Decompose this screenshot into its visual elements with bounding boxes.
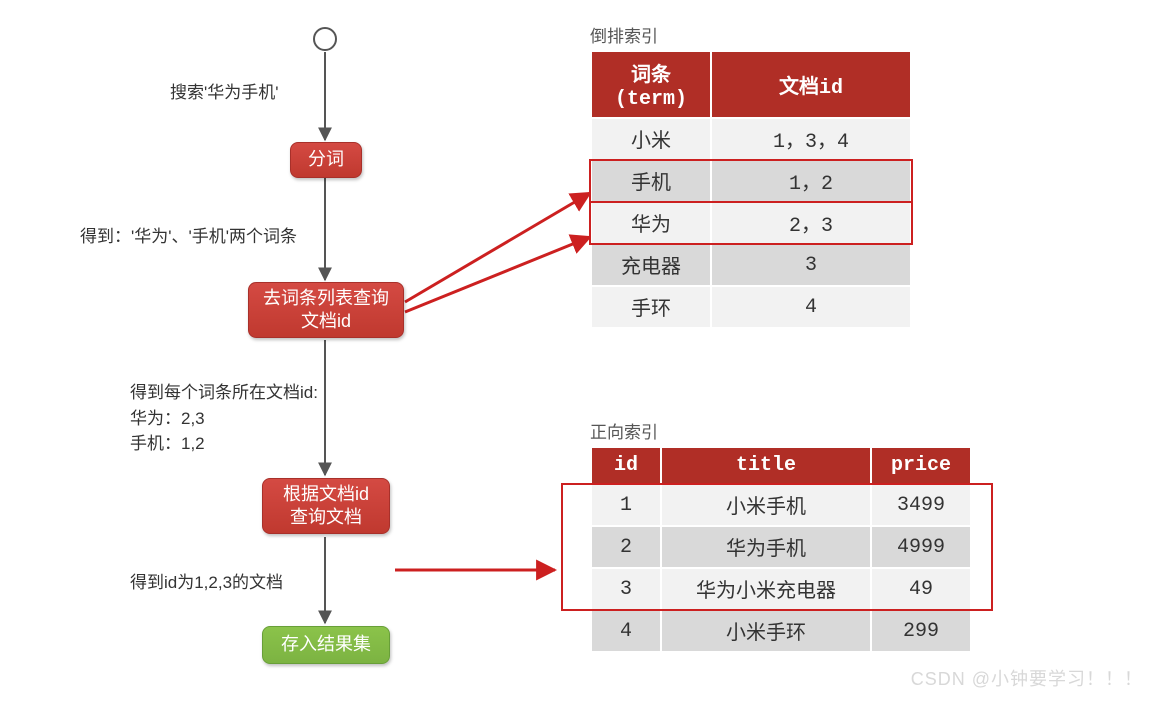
table-cell: 3: [711, 244, 911, 286]
fwd-h2: price: [871, 447, 971, 484]
table-cell: 4: [591, 610, 661, 652]
table-cell: 3: [591, 568, 661, 610]
table-cell: 4: [711, 286, 911, 328]
box-lookup-doc-label: 根据文档id 查询文档: [283, 483, 369, 530]
forward-title: 正向索引: [590, 418, 658, 443]
table-row: 手环4: [591, 286, 911, 328]
table-row: 华为2，3: [591, 202, 911, 244]
inv-h1: 文档id: [711, 51, 911, 118]
inverted-table: 词条 (term) 文档id 小米1，3，4手机1，2华为2，3充电器3手环4: [590, 50, 912, 329]
box-tokenize-label: 分词: [308, 148, 344, 171]
table-cell: 华为小米充电器: [661, 568, 871, 610]
box-lookup-doc: 根据文档id 查询文档: [262, 478, 390, 534]
box-store-result-label: 存入结果集: [281, 633, 371, 656]
box-tokenize: 分词: [290, 142, 362, 178]
table-cell: 4999: [871, 526, 971, 568]
inverted-title: 倒排索引: [590, 22, 658, 47]
inv-h0: 词条 (term): [591, 51, 711, 118]
label-search: 搜索'华为手机': [170, 80, 279, 106]
label-result-docs: 得到id为1,2,3的文档: [130, 570, 283, 596]
table-cell: 49: [871, 568, 971, 610]
table-cell: 1: [591, 484, 661, 526]
table-cell: 2: [591, 526, 661, 568]
table-cell: 手机: [591, 160, 711, 202]
table-cell: 华为: [591, 202, 711, 244]
table-cell: 手环: [591, 286, 711, 328]
box-lookup-term-label: 去词条列表查询 文档id: [263, 287, 389, 334]
box-lookup-term: 去词条列表查询 文档id: [248, 282, 404, 338]
fwd-h0: id: [591, 447, 661, 484]
table-row: 4小米手环299: [591, 610, 971, 652]
table-cell: 小米手机: [661, 484, 871, 526]
box-store-result: 存入结果集: [262, 626, 390, 664]
table-cell: 3499: [871, 484, 971, 526]
table-row: 充电器3: [591, 244, 911, 286]
table-cell: 小米手环: [661, 610, 871, 652]
label-tokens: 得到：'华为'、'手机'两个词条: [80, 224, 297, 250]
start-node: [313, 27, 337, 51]
table-cell: 299: [871, 610, 971, 652]
table-row: 手机1，2: [591, 160, 911, 202]
table-row: 小米1，3，4: [591, 118, 911, 160]
table-cell: 小米: [591, 118, 711, 160]
table-row: 2华为手机4999: [591, 526, 971, 568]
table-cell: 充电器: [591, 244, 711, 286]
table-cell: 华为手机: [661, 526, 871, 568]
table-row: 1小米手机3499: [591, 484, 971, 526]
watermark: CSDN @小钟要学习！！！: [911, 665, 1143, 691]
forward-table: id title price 1小米手机34992华为手机49993华为小米充电…: [590, 446, 972, 653]
table-cell: 1，2: [711, 160, 911, 202]
label-docids: 得到每个词条所在文档id: 华为：2,3 手机：1,2: [130, 380, 318, 457]
fwd-h1: title: [661, 447, 871, 484]
table-cell: 2，3: [711, 202, 911, 244]
table-cell: 1，3，4: [711, 118, 911, 160]
table-row: 3华为小米充电器49: [591, 568, 971, 610]
